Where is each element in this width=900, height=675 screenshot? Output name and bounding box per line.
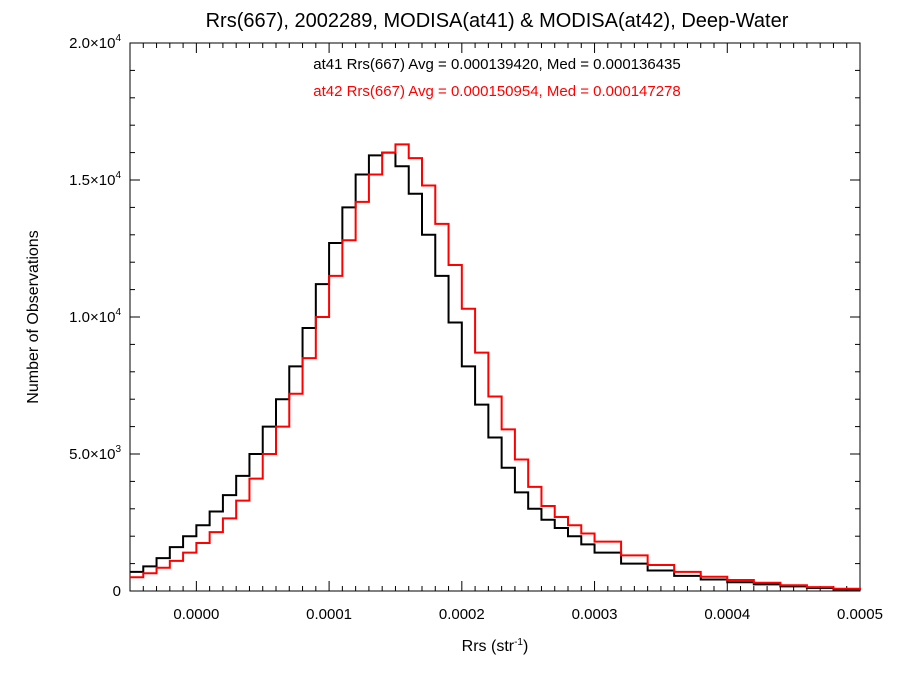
x-axis-label-text: Rrs (str bbox=[462, 638, 515, 655]
x-tick-label: 0.0000 bbox=[173, 606, 219, 623]
y-tick-label: 1.5×104 bbox=[69, 170, 121, 189]
y-tick-label: 1.0×104 bbox=[69, 307, 121, 326]
x-tick-label: 0.0002 bbox=[439, 606, 485, 623]
chart-title: Rrs(667), 2002289, MODISA(at41) & MODISA… bbox=[206, 10, 789, 32]
x-axis-label-sup: -1 bbox=[514, 637, 523, 648]
x-tick-label: 0.0005 bbox=[837, 606, 883, 623]
series-layer bbox=[130, 143, 861, 591]
y-axis: 0 5.0×103 1.0×104 1.5×104 2.0×104 bbox=[69, 33, 860, 600]
x-tick-label: 0.0004 bbox=[704, 606, 750, 623]
plot-frame bbox=[129, 42, 861, 592]
x-axis-label: Rrs (str-1) bbox=[462, 637, 529, 655]
annotation-at41: at41 Rrs(667) Avg = 0.000139420, Med = 0… bbox=[313, 56, 681, 73]
y-tick-label: 2.0×104 bbox=[69, 33, 121, 52]
series-line-0 bbox=[130, 151, 861, 591]
x-tick-label: 0.0001 bbox=[306, 606, 352, 623]
x-axis: 0.0000 0.0001 0.0002 0.0003 0.0004 0.0005 bbox=[129, 43, 883, 623]
x-tick-label: 0.0003 bbox=[572, 606, 618, 623]
annotation-at42: at42 Rrs(667) Avg = 0.000150954, Med = 0… bbox=[313, 83, 681, 100]
y-tick-label: 0 bbox=[113, 583, 121, 600]
y-axis-label: Number of Observations bbox=[25, 230, 42, 403]
series-line-1 bbox=[130, 143, 861, 590]
x-axis-label-close: ) bbox=[523, 638, 528, 655]
y-tick-label: 5.0×103 bbox=[69, 444, 121, 463]
